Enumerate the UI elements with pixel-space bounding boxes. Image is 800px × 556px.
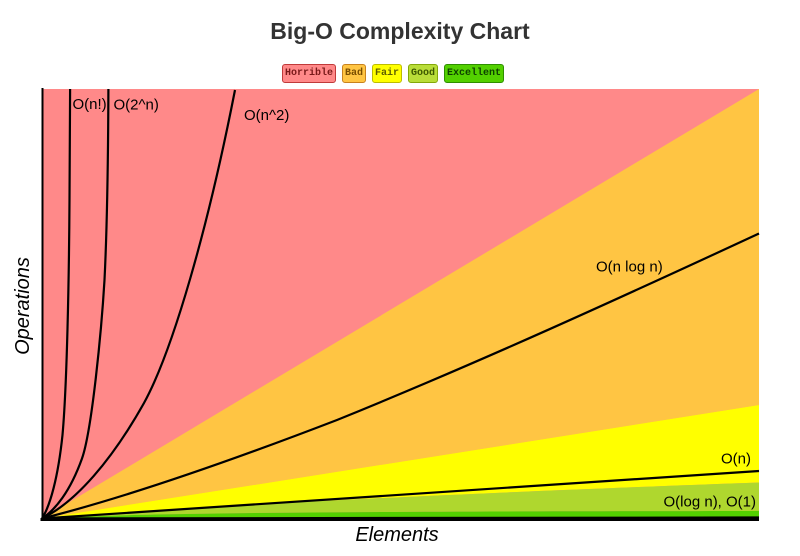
svg-text:O(2^n): O(2^n) <box>114 97 159 114</box>
svg-text:O(n^2): O(n^2) <box>244 107 289 124</box>
svg-text:O(log n), O(1): O(log n), O(1) <box>664 494 757 511</box>
svg-text:O(n log n): O(n log n) <box>596 259 663 276</box>
svg-text:O(n!): O(n!) <box>73 96 107 113</box>
svg-text:O(n): O(n) <box>721 451 751 468</box>
